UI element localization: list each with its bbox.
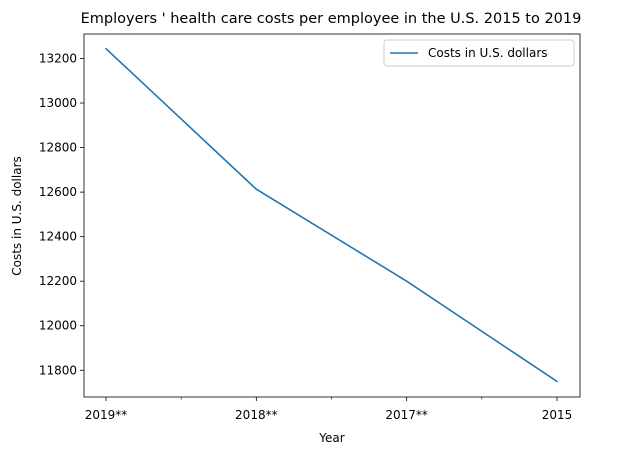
y-tick-label: 13200 — [39, 51, 77, 65]
y-tick-label: 12000 — [39, 319, 77, 333]
x-axis-ticks: 2019** 2018** 2017** 2015 — [85, 397, 573, 422]
legend-box — [383, 39, 575, 67]
x-tick-label: 2018** — [235, 408, 278, 422]
x-tick-label: 2017** — [385, 408, 428, 422]
x-tick-label: 2019** — [85, 408, 128, 422]
y-axis-ticks: 11800 12000 12200 12400 12600 12800 13000 13200 — [39, 51, 84, 377]
legend: Costs in U.S. dollars — [383, 39, 575, 67]
y-tick-label: 11800 — [39, 363, 77, 377]
series-line-costs — [105, 47, 558, 383]
y-tick-label: 12600 — [39, 185, 77, 199]
y-tick-label: 12800 — [39, 141, 77, 155]
legend-label: Costs in U.S. dollars — [428, 46, 548, 60]
y-tick-label: 13000 — [39, 96, 77, 110]
x-axis-title: Year — [318, 431, 344, 445]
x-tick-label: 2015 — [542, 408, 573, 422]
chart-title: Employers ' health care costs per employ… — [81, 11, 582, 27]
y-tick-label: 12400 — [39, 230, 77, 244]
plot-area-frame — [83, 33, 581, 398]
y-tick-label: 12200 — [39, 274, 77, 288]
y-axis-title: Costs in U.S. dollars — [10, 156, 24, 276]
